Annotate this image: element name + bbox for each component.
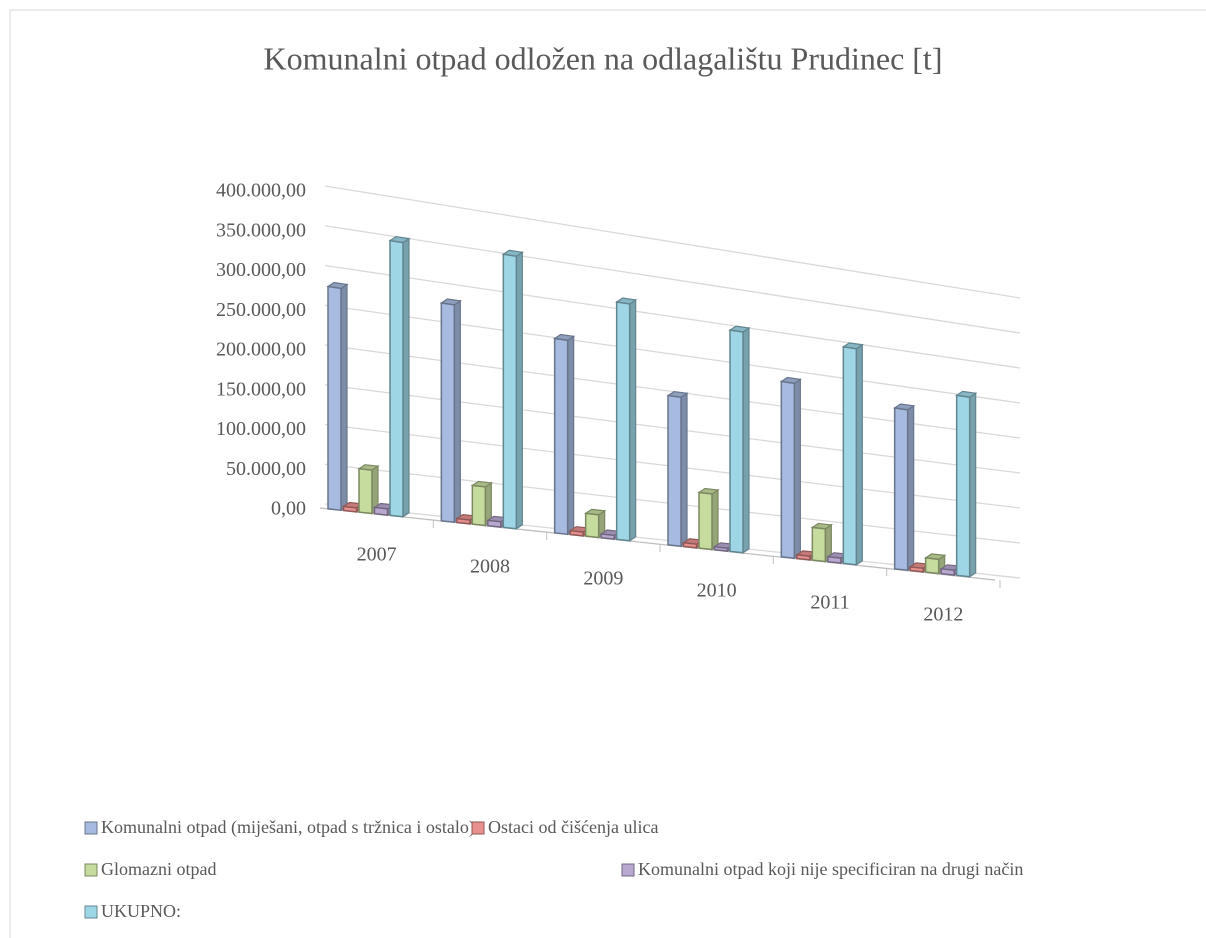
legend-swatch <box>471 821 485 835</box>
bar <box>502 253 518 530</box>
bar <box>456 517 471 525</box>
bar <box>729 329 744 554</box>
bar <box>358 467 373 515</box>
bar-side <box>629 298 637 542</box>
bar <box>471 484 487 527</box>
legend-swatch <box>84 863 98 877</box>
bar <box>600 533 615 540</box>
y-tick-label: 100.000,00 <box>216 418 306 440</box>
bar <box>893 407 909 572</box>
x-tick-label: 2010 <box>697 580 737 602</box>
legend-swatch <box>84 905 98 919</box>
bar <box>569 529 584 537</box>
bar-side <box>453 299 461 524</box>
grid-line <box>324 264 1021 369</box>
bar-side <box>907 404 915 572</box>
y-tick-label: 200.000,00 <box>216 339 306 361</box>
bar <box>615 301 631 542</box>
legend-label: Komunalni otpad (miješani, otpad s tržni… <box>101 817 475 838</box>
bar <box>924 557 940 575</box>
y-tick-label: 150.000,00 <box>216 378 306 400</box>
bar <box>584 512 600 539</box>
bar-side <box>742 326 750 554</box>
bar <box>713 545 729 552</box>
grid-line <box>324 225 1021 334</box>
bar <box>342 505 358 513</box>
bar <box>698 491 713 551</box>
bar-side <box>567 335 575 536</box>
grid-line <box>324 185 1021 299</box>
bar <box>811 526 827 563</box>
x-tick-label: 2008 <box>470 556 510 578</box>
legend-swatch <box>621 863 635 877</box>
bar <box>955 394 971 578</box>
x-tick-label: 2012 <box>923 604 963 626</box>
bar <box>667 394 682 548</box>
legend-label: Ostaci od čišćenja ulica <box>488 817 658 837</box>
bar-side <box>711 488 719 551</box>
y-tick-label: 0,00 <box>271 498 306 520</box>
bar <box>373 506 389 516</box>
x-tick-label: 2009 <box>583 568 623 590</box>
bar-side <box>680 392 688 548</box>
bar <box>440 302 456 524</box>
legend-label: Glomazni otpad <box>101 859 216 879</box>
bar <box>827 555 842 564</box>
bar <box>909 566 924 573</box>
bar <box>682 541 698 549</box>
y-tick-label: 250.000,00 <box>216 299 306 321</box>
y-tick-label: 400.000,00 <box>216 180 306 202</box>
legend-swatch <box>84 821 98 835</box>
bar <box>940 567 955 576</box>
y-tick-label: 300.000,00 <box>216 259 306 281</box>
y-tick-label: 50.000,00 <box>226 458 306 480</box>
x-tick-label: 2011 <box>810 592 849 614</box>
chart-border <box>9 9 1206 938</box>
chart-title: Komunalni otpad odložen na odlagalištu P… <box>264 40 943 76</box>
bar-side <box>855 343 863 566</box>
bar <box>327 285 342 512</box>
legend-label: Komunalni otpad koji nije specificiran n… <box>638 859 1023 879</box>
bar <box>796 554 811 561</box>
bar <box>780 380 796 560</box>
legend-label: UKUPNO: <box>101 901 181 921</box>
bar-side <box>402 237 410 518</box>
bar <box>553 337 569 536</box>
bar <box>842 345 858 566</box>
bar-side <box>969 392 977 578</box>
x-tick-label: 2007 <box>357 544 397 566</box>
bar-side <box>793 378 801 560</box>
bar-side <box>515 251 523 530</box>
y-tick-label: 350.000,00 <box>216 219 306 241</box>
bar-side <box>340 283 348 512</box>
bar <box>389 239 404 518</box>
bar <box>487 519 502 528</box>
x-axis <box>319 507 996 581</box>
